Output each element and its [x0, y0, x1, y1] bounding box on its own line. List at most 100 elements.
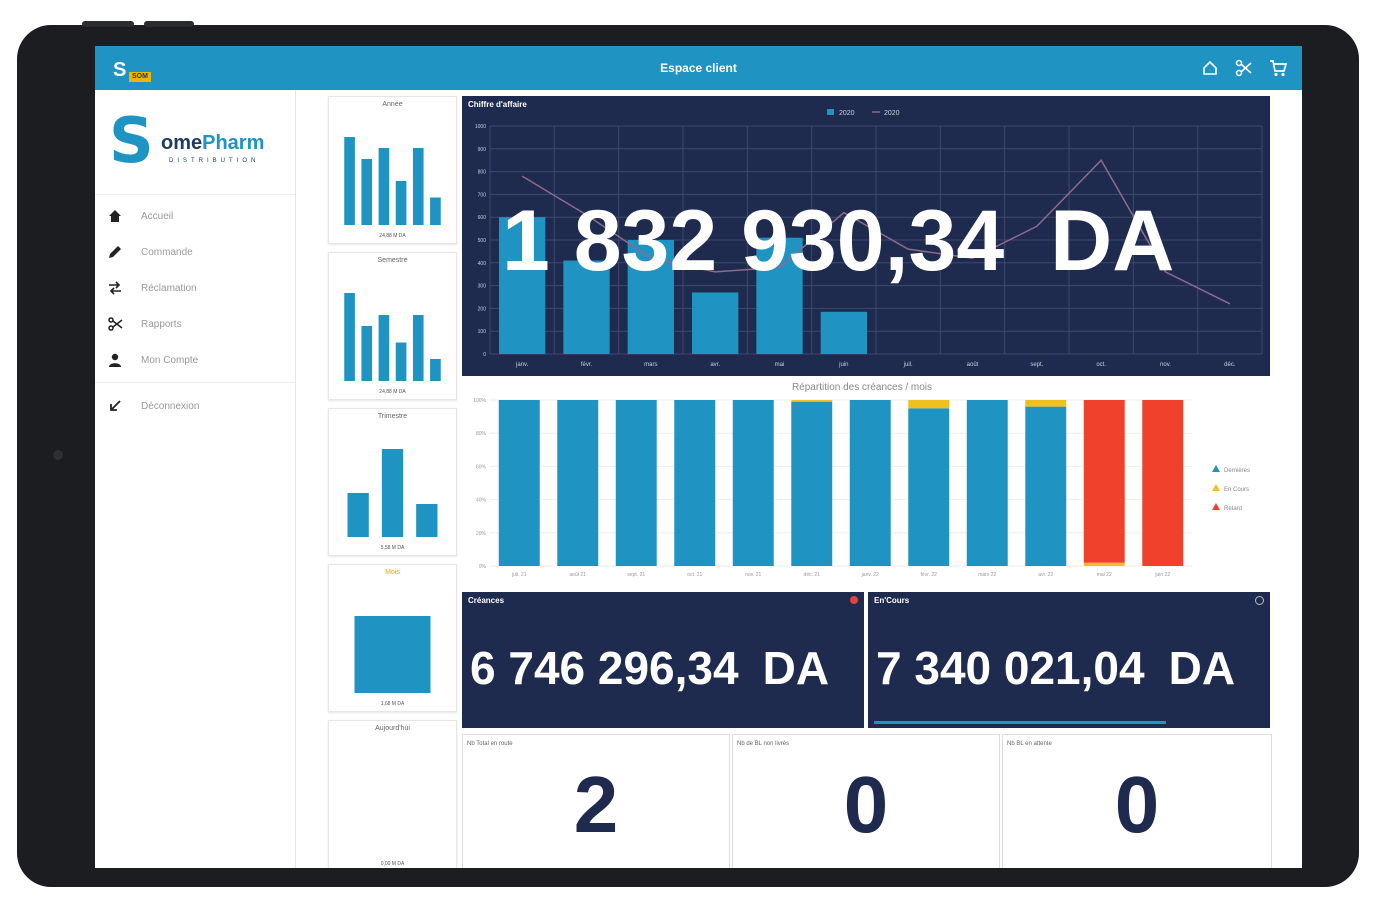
- x-tick-label: mars: [644, 362, 657, 368]
- thumb-annee[interactable]: Année 24,88 M DA: [328, 96, 457, 244]
- menu-item-label: Déconnexion: [141, 400, 200, 412]
- x-tick-label: avr.: [710, 362, 720, 368]
- stacked-bar-segment: [732, 400, 774, 566]
- stat-value: 0: [843, 760, 889, 849]
- thumb-chart: [344, 293, 441, 381]
- mini-logo[interactable]: S SOM: [113, 60, 159, 82]
- top-bar: S SOM Espace client: [95, 46, 1302, 90]
- stat-bl-non-livres[interactable]: Nb de BL non livrés 0: [732, 734, 1000, 868]
- chart-bar: [563, 260, 610, 354]
- x-tick-label: oct. 21: [687, 572, 702, 578]
- stacked-bar-segment: [908, 408, 950, 566]
- stat-total-en-route[interactable]: Nb Total en route 2: [462, 734, 730, 868]
- menu-item-reclamation[interactable]: Réclamation: [107, 278, 197, 298]
- x-tick-label: janv.: [515, 362, 529, 368]
- x-tick-label: déc.: [1224, 362, 1236, 368]
- alert-dot-icon[interactable]: [850, 596, 858, 604]
- thumb-bar: [395, 181, 407, 225]
- y-tick-label: 700: [478, 192, 487, 198]
- legend-swatch: [1212, 503, 1220, 510]
- creances-currency: DA: [762, 642, 830, 694]
- thumb-chart: [344, 137, 441, 225]
- stacked-bar-segment: [557, 400, 599, 566]
- stacked-bar-segment: [849, 400, 891, 566]
- x-tick-label: févr.: [581, 362, 593, 368]
- divider: [95, 194, 295, 195]
- y-tick-label: 20%: [476, 531, 487, 537]
- chiffre-affaire-amount: 1 832 930,34: [502, 193, 1005, 289]
- home-icon: [109, 210, 121, 222]
- chart-bar: [756, 237, 803, 354]
- menu-item-mon-compte[interactable]: Mon Compte: [107, 350, 198, 370]
- thumb-value: 24,88 M DA: [379, 233, 406, 239]
- stacked-bar-segment: [498, 400, 540, 566]
- x-tick-label: oct.: [1096, 362, 1106, 368]
- encours-amount: 7 340 021,04: [876, 642, 1145, 694]
- thumb-value: 5,58 M DA: [380, 545, 405, 551]
- y-tick-label: 60%: [476, 464, 487, 470]
- encours-panel: En'Cours 7 340 021,04 DA: [868, 592, 1270, 728]
- thumb-bar: [354, 616, 431, 693]
- y-tick-label: 300: [478, 284, 487, 290]
- thumb-bar: [381, 449, 404, 537]
- thumb-bar: [347, 493, 369, 537]
- menu-item-accueil[interactable]: Accueil: [107, 206, 173, 226]
- x-tick-label: nov.: [1160, 362, 1171, 368]
- pencil-icon: [109, 246, 121, 258]
- cart-icon[interactable]: [1268, 58, 1288, 78]
- scissors-icon[interactable]: [1234, 58, 1254, 78]
- encours-progress-bar: [874, 721, 1166, 724]
- creances-value: 6 746 296,34 DA: [470, 642, 829, 694]
- menu-item-label: Mon Compte: [141, 354, 199, 366]
- stacked-bar-segment: [791, 400, 833, 402]
- thumb-semestre[interactable]: Semestre 24,88 M DA: [328, 252, 457, 400]
- menu-item-deconnexion[interactable]: Déconnexion: [107, 396, 199, 416]
- tablet-button: [82, 21, 134, 27]
- home-icon[interactable]: [1200, 58, 1220, 78]
- menu-item-commande[interactable]: Commande: [107, 242, 193, 262]
- stat-label: Nb de BL non livrés: [737, 741, 790, 747]
- divider: [95, 382, 295, 383]
- stat-label: Nb Total en route: [467, 741, 513, 747]
- x-tick-label: avr. 22: [1038, 572, 1053, 578]
- logo-subtitle: DISTRIBUTION: [169, 158, 260, 164]
- thumb-bar: [395, 342, 407, 381]
- y-tick-label: 40%: [476, 498, 487, 504]
- mini-logo-letter: S: [113, 59, 127, 81]
- chart-bar: [820, 311, 867, 354]
- y-tick-label: 0: [483, 352, 486, 358]
- thumb-trimestre[interactable]: Trimestre 5,58 M DA: [328, 408, 457, 556]
- thumb-title: Aujourd'hui: [375, 725, 410, 732]
- info-icon[interactable]: [1255, 596, 1264, 605]
- thumb-chart: [329, 721, 456, 867]
- thumb-bar: [378, 148, 390, 225]
- logo-letter: S: [109, 104, 154, 177]
- x-tick-label: sept. 21: [627, 572, 645, 578]
- thumb-bar: [412, 148, 424, 225]
- sidebar: S omePharm DISTRIBUTION Accueil Commande…: [95, 90, 296, 868]
- stat-bl-en-attente[interactable]: Nb BL en attente 0: [1002, 734, 1272, 868]
- thumb-value: 1,68 M DA: [380, 701, 405, 707]
- stacked-bar-segment: [791, 401, 833, 566]
- x-tick-label: nov. 21: [745, 572, 761, 578]
- stat-label: Nb BL en attente: [1007, 741, 1052, 747]
- y-tick-label: 0%: [479, 564, 487, 570]
- y-tick-label: 1000: [475, 124, 486, 130]
- stacked-bar-segment: [674, 400, 716, 566]
- menu-item-label: Rapports: [141, 318, 182, 330]
- x-tick-label: juil.: [903, 362, 913, 368]
- thumb-mois[interactable]: Mois 1,68 M DA: [328, 564, 457, 712]
- y-tick-label: 400: [478, 261, 487, 267]
- chiffre-affaire-currency: DA: [1050, 193, 1175, 289]
- menu-item-label: Commande: [141, 246, 193, 258]
- thumb-title: Semestre: [377, 257, 408, 264]
- thumb-chart: [347, 449, 438, 537]
- thumb-aujourdhui[interactable]: Aujourd'hui 0,00 M DA: [328, 720, 457, 868]
- menu-item-rapports[interactable]: Rapports: [107, 314, 182, 334]
- thumb-value: 24,88 M DA: [379, 389, 406, 395]
- stacked-bar-segment: [908, 400, 950, 409]
- chart-bar: [499, 217, 546, 354]
- thumb-title: Trimestre: [377, 413, 408, 420]
- thumb-bar: [344, 293, 355, 381]
- y-tick-label: 200: [478, 306, 487, 312]
